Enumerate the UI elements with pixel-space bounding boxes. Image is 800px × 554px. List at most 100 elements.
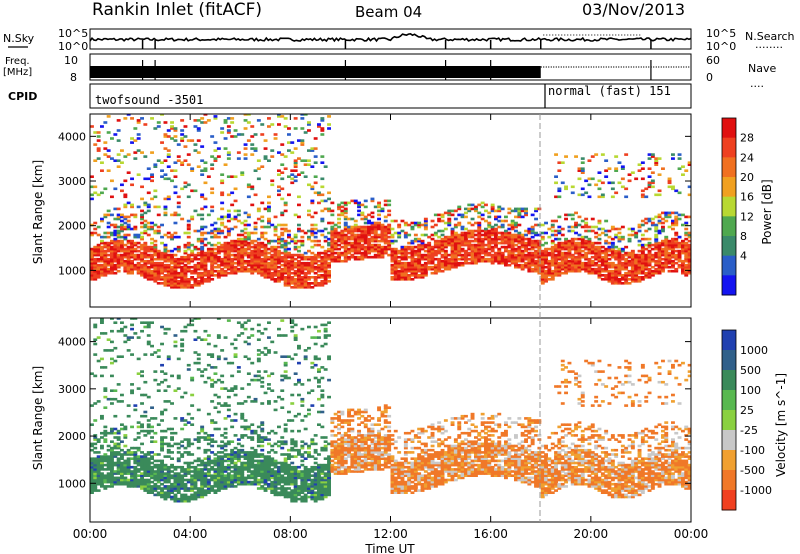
heatmap-cell (183, 391, 188, 395)
heatmap-cell (560, 227, 565, 231)
heatmap-cell (93, 436, 98, 439)
heatmap-cell (590, 251, 595, 255)
heatmap-cell (173, 169, 178, 172)
heatmap-cell (283, 280, 288, 283)
heatmap-cell (150, 470, 154, 473)
heatmap-cell (110, 267, 114, 271)
heatmap-cell (183, 286, 188, 289)
heatmap-cell (153, 487, 158, 490)
heatmap-cell (494, 245, 498, 249)
heatmap-cell (203, 431, 208, 435)
heatmap-cell (290, 280, 295, 283)
heatmap-cell (126, 453, 131, 456)
heatmap-cell (687, 263, 691, 267)
heatmap-cell (103, 487, 108, 490)
heatmap-cell (600, 278, 605, 281)
heatmap-cell (370, 221, 375, 225)
heatmap-cell (250, 271, 255, 275)
heatmap-cell (337, 221, 341, 225)
heatmap-cell (110, 245, 114, 249)
heatmap-cell (303, 257, 308, 261)
heatmap-cell (620, 278, 625, 281)
heatmap-cell (310, 227, 315, 231)
heatmap-cell (387, 247, 392, 251)
heatmap-cell (186, 261, 191, 265)
heatmap-cell (263, 157, 268, 160)
heatmap-cell (130, 470, 134, 473)
heatmap-cell (333, 255, 338, 259)
heatmap-cell (587, 261, 592, 265)
heatmap-cell (186, 480, 191, 484)
heatmap-cell (320, 255, 325, 259)
heatmap-cell (216, 263, 221, 267)
heatmap-cell (323, 235, 328, 239)
heatmap-cell (507, 249, 512, 253)
heatmap-cell (163, 455, 168, 458)
heatmap-cell (113, 159, 118, 162)
heatmap-cell (210, 274, 215, 277)
heatmap-cell (150, 321, 154, 324)
heatmap-cell (297, 274, 301, 277)
heatmap-cell (140, 457, 144, 460)
heatmap-cell (620, 276, 625, 279)
heatmap-cell (494, 243, 498, 247)
heatmap-cell (240, 263, 245, 267)
heatmap-cell (413, 251, 418, 255)
heatmap-cell (494, 217, 498, 221)
heatmap-cell (203, 491, 208, 494)
heatmap-cell (273, 225, 278, 229)
heatmap-cell (210, 155, 215, 158)
heatmap-cell (143, 243, 148, 247)
heatmap-cell (150, 255, 154, 259)
heatmap-cell (130, 227, 134, 231)
heatmap-cell (664, 211, 669, 215)
heatmap-cell (333, 247, 338, 251)
heatmap-cell (226, 129, 231, 132)
heatmap-cell (146, 463, 151, 467)
heatmap-cell (223, 215, 228, 219)
heatmap-cell (183, 487, 188, 490)
heatmap-cell (160, 438, 164, 441)
heatmap-cell (453, 247, 458, 251)
heatmap-cell (600, 269, 605, 273)
heatmap-cell (126, 215, 131, 219)
heatmap-cell (303, 255, 308, 259)
heatmap-cell (453, 261, 458, 265)
heatmap-cell (260, 274, 265, 277)
heatmap-cell (103, 474, 108, 477)
heatmap-cell (544, 251, 548, 255)
heatmap-cell (190, 417, 195, 420)
heatmap-cell (494, 259, 498, 263)
heatmap-cell (113, 446, 118, 450)
heatmap-cell (120, 423, 124, 426)
heatmap-cell (223, 257, 228, 261)
heatmap-cell (210, 235, 215, 239)
heatmap-cell (387, 225, 392, 229)
heatmap-cell (206, 463, 211, 467)
heatmap-cell (267, 239, 271, 243)
heatmap-cell (200, 249, 205, 253)
heatmap-cell (256, 177, 261, 181)
heatmap-cell (340, 239, 345, 243)
heatmap-cell (570, 255, 575, 259)
heatmap-cell (140, 213, 144, 217)
heatmap-cell (133, 247, 138, 251)
heatmap-cell (313, 137, 318, 140)
heatmap-cell (614, 233, 619, 237)
heatmap-cell (150, 253, 154, 257)
heatmap-cell (524, 209, 528, 213)
heatmap-cell (93, 251, 98, 255)
heatmap-cell (440, 269, 445, 273)
heatmap-cell (564, 269, 568, 273)
heatmap-cell (544, 261, 548, 265)
heatmap-cell (640, 193, 645, 197)
heatmap-cell (400, 269, 405, 273)
heatmap-cell (90, 404, 94, 407)
heatmap-cell (126, 459, 131, 463)
heatmap-cell (657, 253, 662, 257)
heatmap-cell (440, 241, 445, 245)
heatmap-cell (500, 235, 505, 239)
heatmap-cell (173, 493, 178, 497)
heatmap-cell (210, 468, 215, 471)
heatmap-cell (190, 169, 195, 172)
